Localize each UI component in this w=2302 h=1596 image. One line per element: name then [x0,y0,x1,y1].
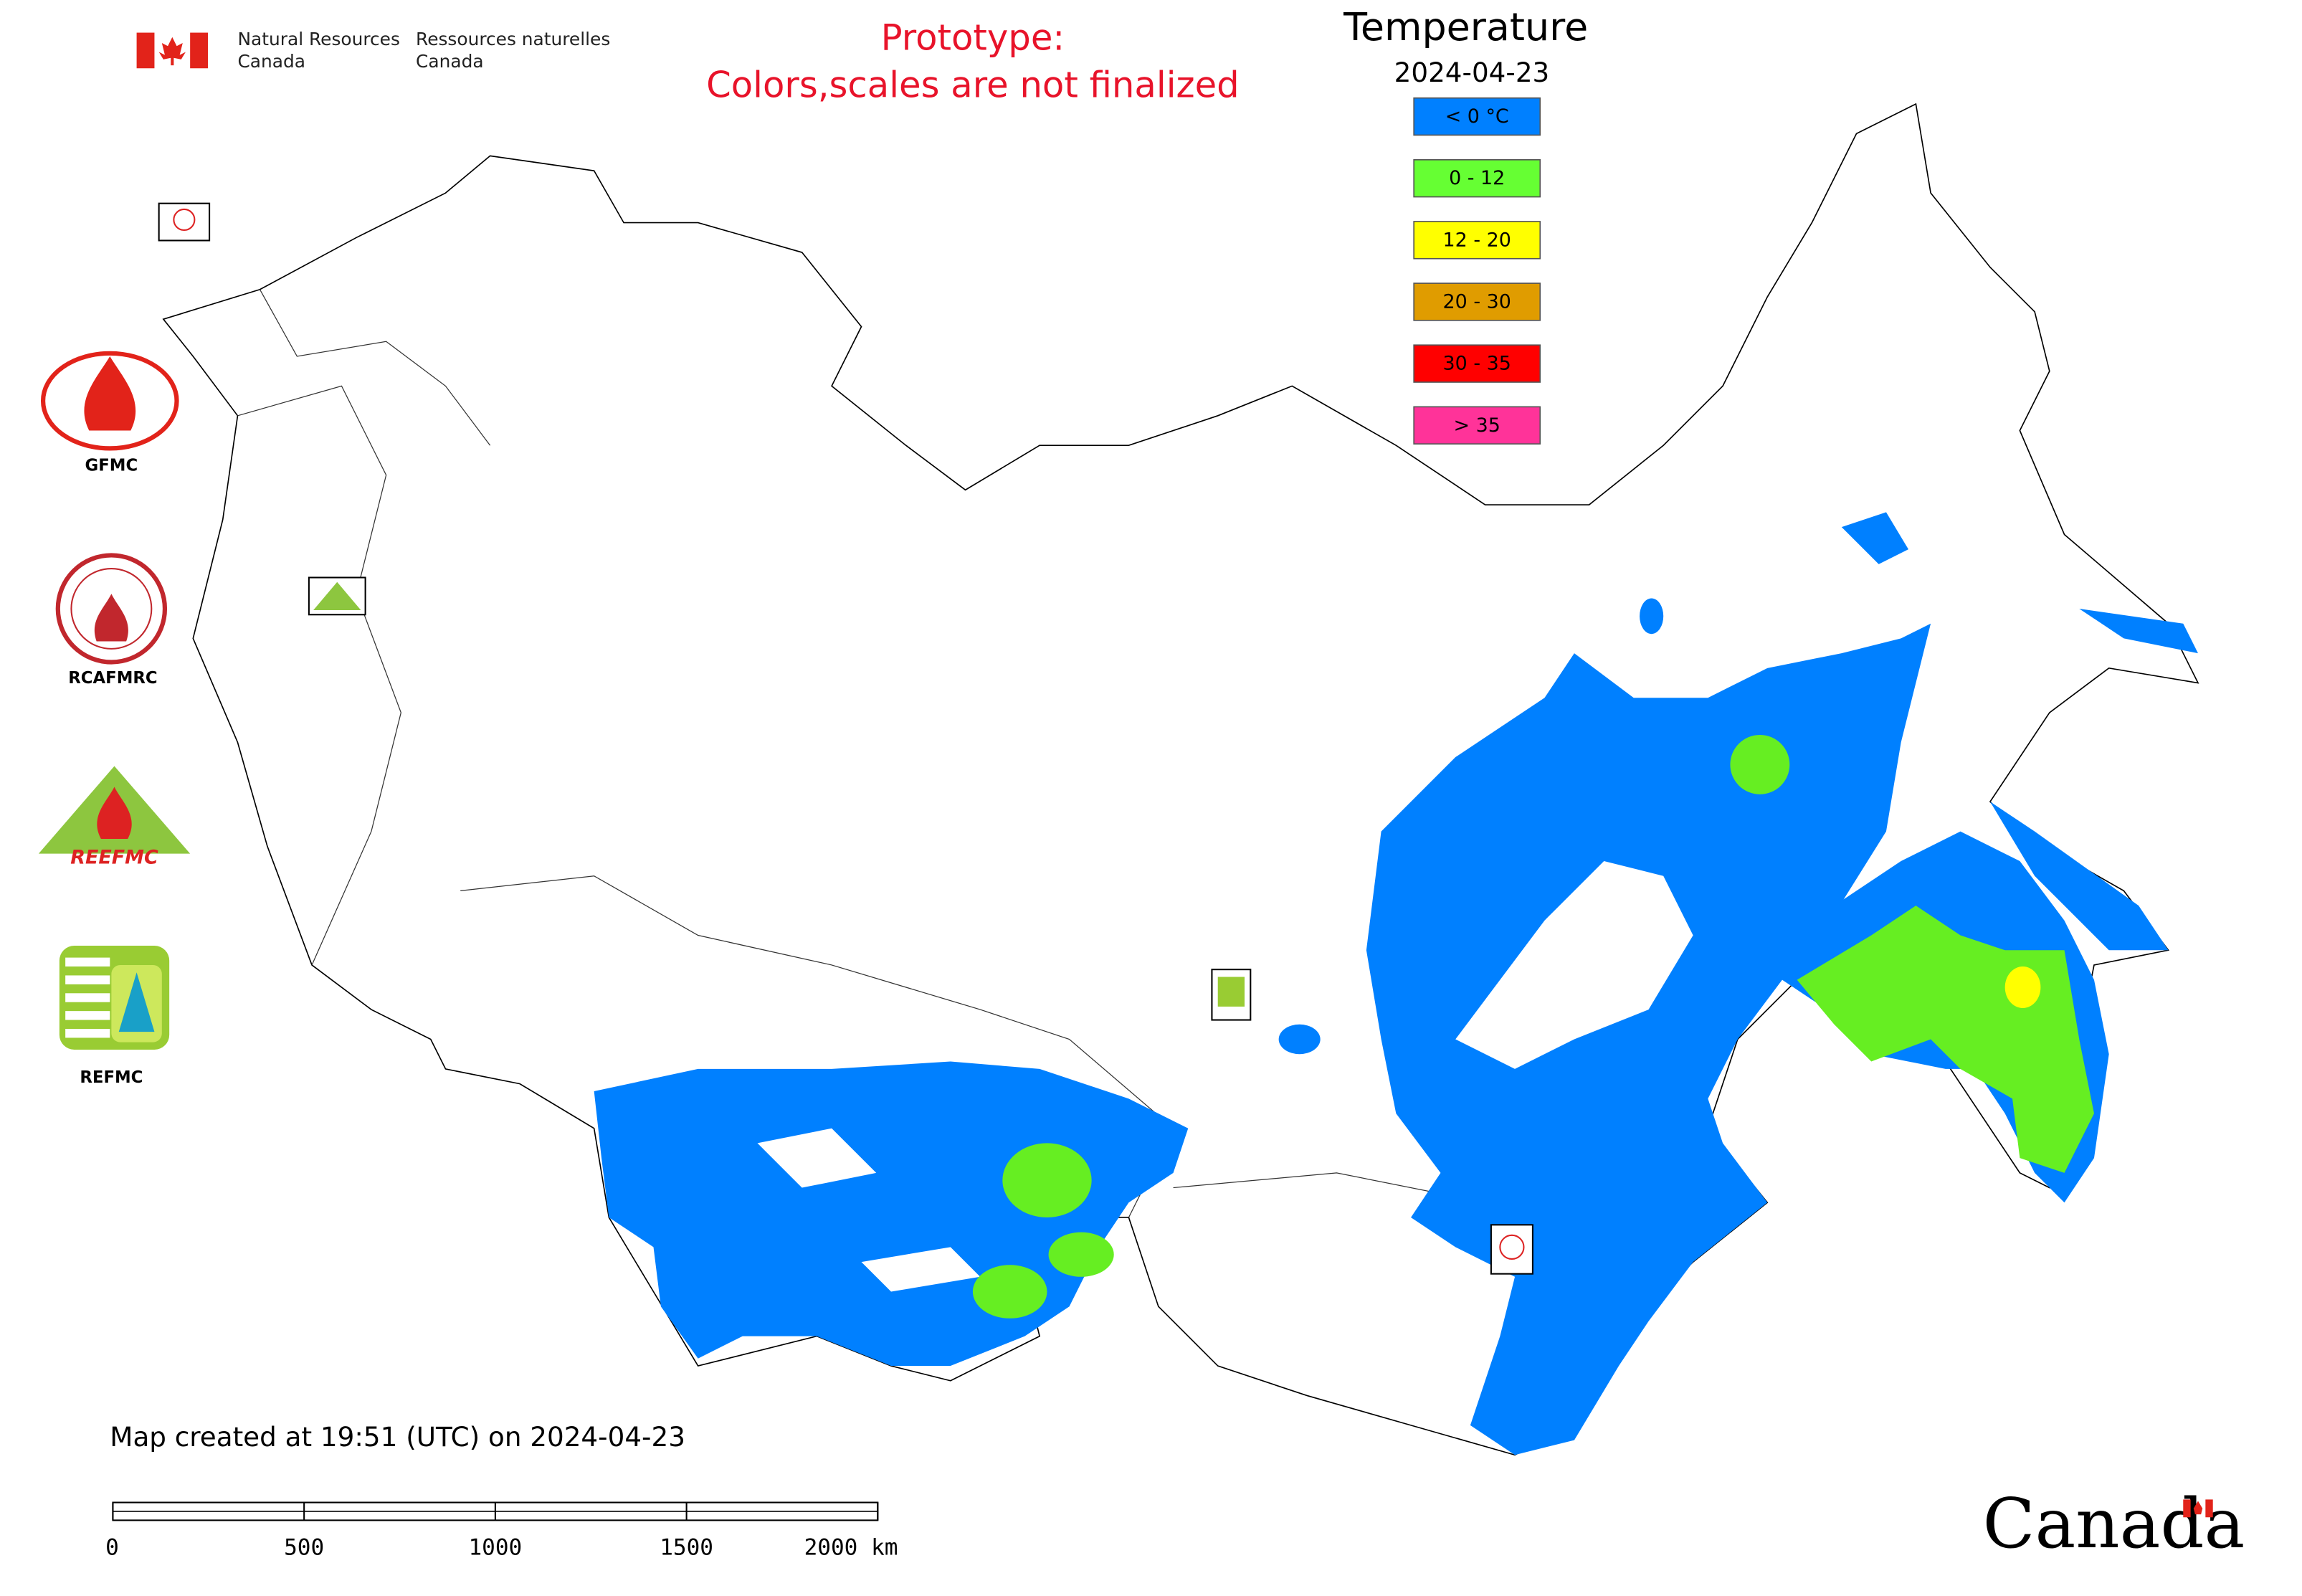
scale-label: 0 [105,1535,119,1561]
gfmc-logo [40,351,179,451]
prototype-notice: Prototype: [881,16,1065,58]
wordmark-flag [2183,1499,2213,1518]
legend-swatch [1413,344,1541,383]
legend-title: Temperature [1343,4,1588,49]
legend: < 0 °C 0 - 12 12 - 20 20 - 30 30 - 35 > 35 [1413,97,1541,445]
legend-swatch [1413,221,1541,260]
logo-label: GFMC [85,457,138,475]
reefmc-logo [38,766,191,854]
legend-label: > 35 [1454,414,1500,437]
logo-label: REFMC [80,1068,143,1087]
legend-swatch [1413,406,1541,445]
scale-label: 500 [284,1535,324,1561]
no-data-area [757,861,1693,1292]
department-fr: Canada [416,51,484,72]
scale-bar: 0 500 1000 1500 2000 km [105,1501,898,1561]
department-en: Canada [237,51,305,72]
warm-area [2004,966,2041,1009]
refmc-logo [59,946,170,1050]
legend-label: 12 - 20 [1443,229,1511,251]
legend-swatch [1413,158,1541,198]
logo-label: RCAFMRC [68,669,157,688]
canada-flag [136,32,209,69]
legend-label: < 0 °C [1445,105,1509,128]
prototype-notice: Colors,scales are not finalized [706,65,1240,106]
legend-label: 20 - 30 [1443,291,1511,313]
scale-label: 1500 [660,1535,713,1561]
legend-label: 30 - 35 [1443,353,1511,375]
footnote: Map created at 19:51 (UTC) on 2024-04-23 [110,1421,685,1453]
legend-swatch [1413,97,1541,136]
legend-date: 2024-04-23 [1394,57,1550,88]
legend-label: 0 - 12 [1449,167,1505,189]
legend-swatch [1413,282,1541,321]
department-en: Natural Resources [237,29,399,49]
rcafmrc-logo [55,553,168,665]
scale-label: 2000 km [804,1535,898,1561]
scale-label: 1000 [468,1535,522,1561]
logo-label: REEFMC [70,846,158,868]
border [259,289,491,446]
department-fr: Ressources naturelles [416,29,610,49]
canada-wordmark: Canada [1983,1485,2245,1564]
station-marker [158,202,1533,1275]
